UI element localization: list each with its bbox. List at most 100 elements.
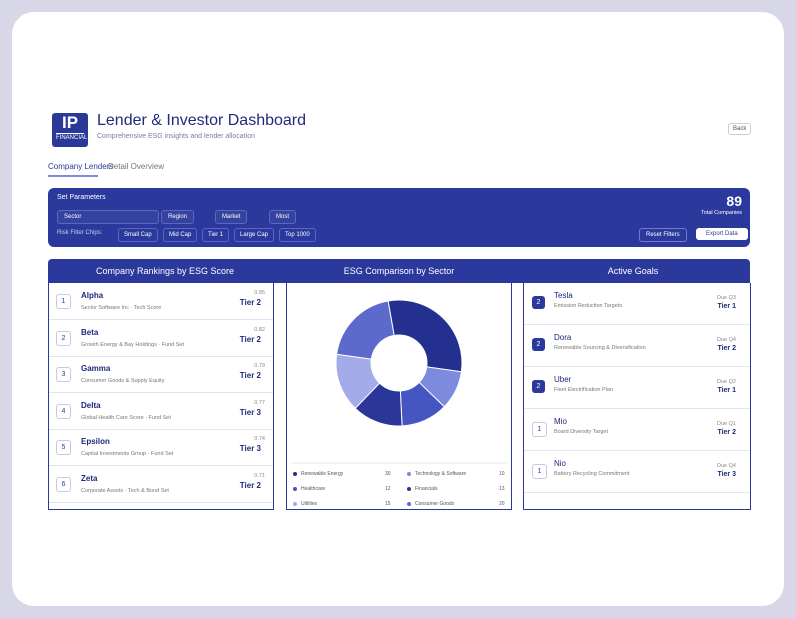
logo-subtext: FINANCIAL: [56, 133, 88, 141]
donut-segment: [336, 300, 395, 360]
goal-meta: Due Q1: [717, 421, 736, 427]
company-detail: Consumer Goods & Supply Equity: [81, 378, 165, 384]
rank-badge: 2: [56, 330, 71, 346]
company-detail: Corporate Assets · Tech & Bond Set: [81, 487, 169, 494]
goal-row[interactable]: 2 Uber Fleet Electrification Plan Due Q2 Tie…: [524, 367, 750, 409]
score: 0.82: [254, 326, 265, 333]
reset-button[interactable]: Reset Filters: [639, 228, 687, 242]
goal-row[interactable]: 1 Mio Board Diversity Target Due Q1 Tier 2: [524, 409, 750, 451]
filter-chip[interactable]: Small Cap: [118, 228, 158, 242]
goal-row[interactable]: 2 Dora Renewable Sourcing & Diversificatio…: [524, 325, 750, 367]
goal-meta: Due Q4: [717, 463, 736, 469]
filter-chip[interactable]: Top 1000: [279, 228, 316, 242]
rank-badge: 6: [56, 476, 71, 492]
rank-badge: 3: [56, 367, 71, 382]
goal-name: Tesla: [554, 291, 573, 300]
panel-title: Active Goals: [607, 266, 659, 276]
total-label: Total Companies: [701, 210, 742, 216]
goal-meta: Due Q3: [717, 295, 736, 301]
goal-detail: Board Diversity Target: [554, 429, 609, 435]
goal-row[interactable]: 1 Nio Battery Recycling Commitment Due Q4 Ti…: [524, 451, 750, 493]
legend-swatch: [293, 502, 297, 506]
rank-badge: 4: [56, 403, 71, 419]
panel-header: Company Rankings by ESG Score ESG Compar…: [48, 259, 750, 283]
ranking-row[interactable]: 5 Epsilon Capital Investments Group · Fund…: [49, 429, 273, 466]
goal-icon: 1: [532, 422, 547, 437]
goal-tier: Tier 2: [717, 429, 736, 436]
goal-name: Nio: [554, 459, 567, 468]
parameters-title: Set Parameters: [57, 194, 106, 201]
goal-detail: Renewable Sourcing & Diversification: [554, 345, 646, 351]
export-button[interactable]: Export Data: [696, 228, 748, 240]
legend-value: 30: [385, 471, 391, 477]
logo: IP FINANCIAL: [52, 113, 88, 147]
legend-swatch: [407, 487, 411, 491]
tab[interactable]: Detail Overview: [108, 162, 165, 171]
goal-name: Uber: [554, 375, 572, 384]
goal-meta: Due Q2: [717, 379, 736, 385]
legend-swatch: [293, 487, 297, 491]
company-name: Gamma: [81, 364, 111, 373]
tier: Tier 2: [239, 371, 261, 380]
page-title: Lender & Investor Dashboard: [97, 112, 307, 129]
ranking-row[interactable]: 6 Zeta Corporate Assets · Tech & Bond Set 0…: [49, 466, 273, 503]
company-detail: Global Health Care Score · Fund Set: [81, 414, 171, 421]
company-name: Beta: [81, 327, 99, 337]
legend-label: Utilities: [301, 501, 318, 507]
legend-value: 13: [499, 486, 505, 492]
filter-chip[interactable]: Large Cap: [234, 228, 275, 242]
ranking-row[interactable]: 2 Beta Growth Energy & Bay Holdings · Fund…: [49, 320, 273, 357]
filter-chip[interactable]: Tier 1: [202, 228, 230, 242]
company-detail: Growth Energy & Bay Holdings · Fund Set: [81, 341, 185, 348]
score: 0.77: [254, 399, 265, 406]
legend-label: Financials: [415, 486, 438, 492]
score: 0.71: [254, 472, 265, 479]
goal-row[interactable]: 2 Tesla Emission Reduction Targets Due Q3 Ti…: [524, 283, 750, 325]
company-name: Alpha: [81, 291, 104, 300]
goal-name: Mio: [554, 417, 567, 426]
donut-segment: [387, 299, 463, 373]
ranking-row[interactable]: 1 Alpha Sector Software Inc · Tech Score 0.…: [49, 283, 273, 320]
legend-swatch: [407, 502, 411, 506]
goal-icon: 2: [532, 338, 545, 351]
company-name: Zeta: [81, 473, 98, 483]
dashboard: IP FINANCIAL Lender & Investor Dashboard…: [12, 12, 784, 606]
goal-tier: Tier 1: [717, 387, 736, 394]
goal-detail: Battery Recycling Commitment: [554, 471, 630, 477]
rank-badge: 5: [56, 440, 71, 455]
company-name: Delta: [81, 400, 101, 410]
total-count: 89: [726, 193, 742, 209]
filter-dropdown[interactable]: Region: [161, 210, 195, 224]
ranking-row[interactable]: 4 Delta Global Health Care Score · Fund Se…: [49, 393, 273, 430]
legend-label: Renewable Energy: [301, 471, 344, 477]
back-button[interactable]: Back: [728, 123, 752, 135]
tier: Tier 3: [239, 444, 261, 453]
score: 0.79: [254, 363, 265, 369]
tier: Tier 2: [239, 334, 261, 344]
tab-indicator: [48, 175, 98, 177]
filter-dropdown[interactable]: Market: [215, 210, 248, 224]
company-name: Epsilon: [81, 437, 110, 446]
ranking-row[interactable]: 3 Gamma Consumer Goods & Supply Equity 0.79…: [49, 356, 273, 393]
panel-title: Company Rankings by ESG Score: [95, 266, 235, 276]
goal-meta: Due Q4: [717, 337, 736, 343]
legend-label: Healthcare: [301, 486, 326, 492]
tab[interactable]: Company Lenders: [48, 162, 114, 171]
goal-detail: Emission Reduction Targets: [554, 303, 623, 309]
legend-swatch: [407, 472, 411, 476]
filter-dropdown[interactable]: Most: [269, 210, 297, 224]
goal-detail: Fleet Electrification Plan: [554, 387, 613, 393]
legend-value: 20: [499, 501, 505, 507]
score: 0.85: [254, 290, 265, 296]
score: 0.74: [254, 436, 265, 442]
legend-value: 12: [385, 486, 391, 492]
filter-dropdown[interactable]: Sector: [57, 210, 159, 224]
goal-icon: 2: [532, 380, 545, 393]
tier: Tier 2: [239, 298, 261, 307]
goal-icon: 2: [532, 296, 545, 309]
donut-chart: [291, 299, 507, 464]
panel-title: ESG Comparison by Sector: [343, 266, 455, 276]
company-detail: Sector Software Inc · Tech Score: [81, 305, 162, 311]
filter-chip[interactable]: Mid Cap: [163, 228, 198, 242]
logo-text: IP: [61, 113, 79, 132]
